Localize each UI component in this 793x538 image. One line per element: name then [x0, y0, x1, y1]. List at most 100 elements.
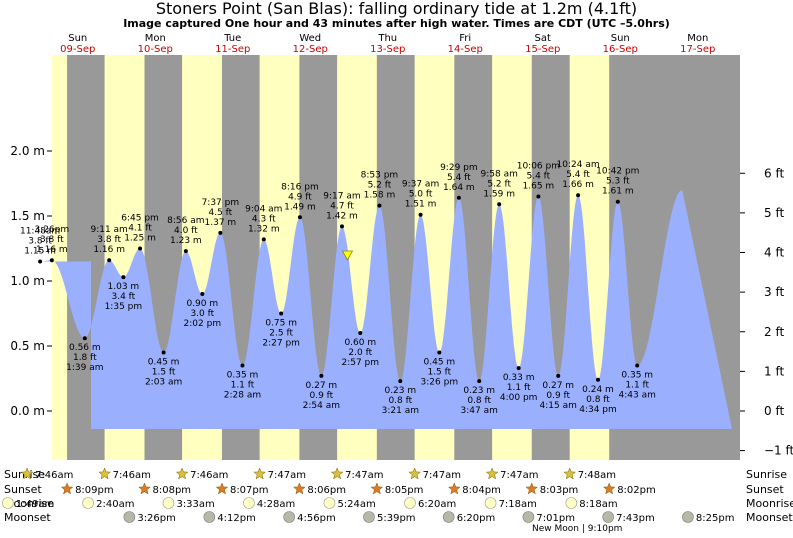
- astro-row-label-left: Moonset: [4, 511, 51, 524]
- tide-low-label: 2:54 am: [303, 401, 340, 411]
- tide-water-area: [40, 190, 733, 429]
- tide-low-label: 3:26 pm: [421, 378, 459, 388]
- right-tick-label: 0 ft: [764, 404, 784, 418]
- day-date: 09-Sep: [60, 44, 95, 55]
- moonset-icon: [283, 511, 295, 523]
- astro-rows: SunriseSunriseSunsetSunsetMoonriseMoonri…: [2, 467, 793, 534]
- tide-low-label: 0.90 m: [186, 299, 218, 309]
- tide-low-point: [358, 331, 363, 335]
- moonrise-icon: [484, 497, 497, 509]
- sunrise-time: 7:47am: [500, 470, 538, 481]
- moonrise-time: 3:33am: [176, 499, 214, 510]
- tide-high-label: 1.65 m: [523, 182, 555, 192]
- tide-high-label: 3.8 ft: [28, 237, 52, 247]
- tide-low-point: [121, 275, 126, 280]
- tide-low-point: [279, 311, 284, 316]
- moonrise-time: 1:49am: [16, 499, 54, 510]
- sunrise-time: 7:47am: [268, 470, 306, 481]
- sunset-time: 8:02pm: [617, 485, 656, 496]
- sunrise-time: 7:46am: [190, 470, 228, 481]
- tide-high-point: [49, 258, 54, 263]
- tide-low-point: [240, 363, 245, 368]
- tide-low-label: 0.24 m: [582, 385, 614, 395]
- tide-high-point: [576, 193, 581, 198]
- tide-low-label: 0.8 ft: [467, 396, 491, 406]
- sunset-icon: [215, 482, 229, 495]
- current-level-marker: [341, 250, 354, 261]
- tide-low-label: 2:27 pm: [262, 339, 300, 349]
- tide-low-label: 0.60 m: [344, 338, 376, 348]
- tide-high-label: 9:17 am: [323, 191, 360, 201]
- tide-high-label: 1.61 m: [602, 187, 634, 197]
- tide-low-label: 0.27 m: [306, 381, 338, 391]
- sunset-icon: [293, 482, 306, 495]
- tide-low-label: 0.23 m: [384, 386, 416, 396]
- left-tick-label: 1.0 m: [10, 274, 45, 288]
- tide-high-label: 4.5 ft: [208, 208, 232, 218]
- tide-high-label: 1.49 m: [284, 202, 316, 212]
- tide-high-label: 1.32 m: [248, 224, 280, 234]
- tide-low-label: 1.8 ft: [73, 353, 97, 363]
- tide-high-label: 5.4 ft: [566, 170, 590, 180]
- tide-low-label: 2.5 ft: [269, 329, 293, 339]
- tide-high-label: 8:16 pm: [281, 182, 319, 192]
- tide-high-label: 1.58 m: [364, 191, 396, 201]
- sunrise-time: 7:46am: [35, 470, 73, 481]
- tide-low-label: 1.5 ft: [427, 368, 451, 378]
- tide-low-point: [319, 373, 324, 378]
- tide-high-label: 5.0 ft: [409, 190, 433, 200]
- tide-high-label: 7:37 pm: [202, 198, 240, 208]
- tide-low-label: 2.0 ft: [348, 348, 372, 358]
- sunrise-icon: [253, 467, 266, 480]
- day-date: 11-Sep: [215, 44, 250, 55]
- sunset-icon: [370, 482, 384, 495]
- tide-high-label: 1.59 m: [483, 189, 515, 199]
- day-date: 14-Sep: [448, 44, 483, 55]
- astro-row-label-right: Moonrise: [746, 497, 793, 510]
- tide-low-point: [161, 350, 166, 355]
- tide-high-label: 6:45 pm: [121, 214, 159, 224]
- moonset-time: 8:25pm: [696, 513, 735, 524]
- sunrise-icon: [408, 467, 421, 480]
- tide-low-label: 4:43 am: [619, 391, 656, 401]
- tide-low-label: 0.8 ft: [388, 396, 412, 406]
- sunset-icon: [60, 482, 74, 495]
- tide-high-label: 5.4 ft: [447, 173, 471, 183]
- tide-low-point: [595, 377, 600, 382]
- left-tick-label: 2.0 m: [10, 144, 45, 158]
- day-headers: Sun09-SepMon10-SepTue11-SepWed12-SepThu1…: [60, 33, 715, 55]
- right-tick-label: 2 ft: [764, 325, 784, 339]
- tide-high-label: 8:53 pm: [361, 171, 399, 181]
- tide-high-label: 1.25 m: [124, 234, 156, 244]
- chart-subtitle: Image captured One hour and 43 minutes a…: [123, 17, 670, 30]
- tide-low-label: 1.03 m: [108, 282, 140, 292]
- tide-low-label: 0.35 m: [621, 371, 653, 381]
- tide-high-label: 10:06 pm: [517, 162, 560, 172]
- moonset-time: 4:12pm: [217, 513, 256, 524]
- tide-high-point: [339, 224, 344, 229]
- right-tick-label: 3 ft: [764, 285, 784, 299]
- sunset-time: 8:06pm: [307, 485, 346, 496]
- tide-high-label: 5.3 ft: [606, 177, 630, 187]
- day-date: 13-Sep: [370, 44, 405, 55]
- tide-high-point: [456, 195, 461, 200]
- moonset-icon: [602, 511, 614, 523]
- sunset-icon: [447, 482, 461, 495]
- sunrise-icon: [98, 467, 111, 480]
- tide-low-point: [516, 366, 521, 371]
- tide-high-point: [183, 249, 188, 254]
- tide-low-label: 0.45 m: [148, 358, 180, 368]
- astro-row-label-right: Sunrise: [746, 468, 787, 481]
- left-tick-label: 1.5 m: [10, 209, 45, 223]
- tide-high-label: 3.8 ft: [40, 235, 64, 245]
- tide-low-label: 4:15 am: [540, 401, 577, 411]
- tide-high-point: [138, 246, 143, 251]
- moonrise-icon: [243, 497, 255, 509]
- tide-low-point: [200, 292, 205, 296]
- tide-high-point: [107, 258, 112, 263]
- tide-low-label: 3.0 ft: [190, 309, 214, 319]
- tide-low-label: 0.75 m: [265, 319, 297, 329]
- tide-high-label: 1.37 m: [205, 218, 237, 228]
- moonrise-time: 7:18am: [499, 499, 537, 510]
